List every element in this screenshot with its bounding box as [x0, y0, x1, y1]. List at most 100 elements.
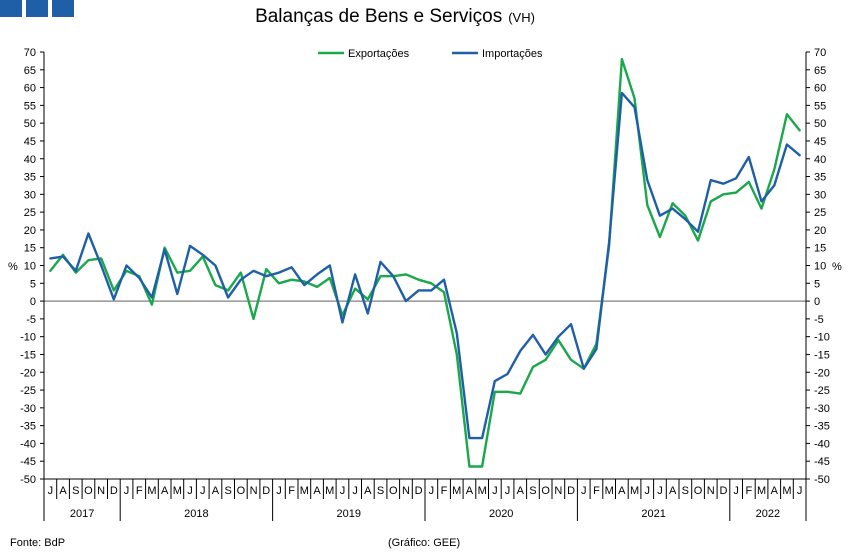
y-tick-label-right: 20: [814, 225, 826, 237]
legend: Exportações Importações: [318, 48, 543, 60]
y-tick-label-right: -30: [814, 403, 830, 415]
x-month-label: A: [618, 485, 626, 497]
x-month-label: J: [187, 485, 193, 497]
x-month-label: S: [682, 485, 689, 497]
x-year-label: 2019: [337, 508, 361, 520]
y-tick-label-right: 40: [814, 154, 826, 166]
legend-label: Exportações: [348, 48, 410, 60]
y-tick-label-right: 5: [814, 278, 820, 290]
x-month-label: J: [645, 485, 651, 497]
y-tick-label-left: -45: [20, 456, 36, 468]
y-axis-left: -50-45-40-35-30-25-20-15-10-505101520253…: [20, 47, 45, 486]
x-month-label: O: [694, 485, 703, 497]
series-layer: [49, 57, 801, 468]
x-month-label: J: [48, 485, 54, 497]
y-tick-label-left: -35: [20, 421, 36, 433]
x-month-label: M: [147, 485, 156, 497]
y-axis-right: -50-45-40-35-30-25-20-15-10-505101520253…: [805, 47, 830, 486]
x-month-label: D: [415, 485, 423, 497]
x-month-label: A: [771, 485, 779, 497]
y-tick-label-left: -10: [20, 332, 36, 344]
y-tick-label-right: 50: [814, 118, 826, 130]
x-month-label: N: [707, 485, 715, 497]
x-month-label: M: [782, 485, 791, 497]
chart-title: Balanças de Bens e Serviços (VH): [255, 6, 535, 27]
y-tick-label-left: 65: [24, 65, 36, 77]
x-month-label: S: [224, 485, 231, 497]
x-month-label: A: [364, 485, 372, 497]
y-tick-label-right: 60: [814, 83, 826, 95]
y-tick-label-left: 40: [24, 154, 36, 166]
series-line-exportacoes: [49, 57, 801, 468]
x-month-label: J: [124, 485, 130, 497]
x-month-label: F: [441, 485, 448, 497]
x-year-label: 2018: [184, 508, 208, 520]
y-tick-label-right: -15: [814, 349, 830, 361]
x-year-label: 2021: [641, 508, 665, 520]
x-month-label: M: [757, 485, 766, 497]
x-month-label: O: [541, 485, 550, 497]
x-month-label: S: [72, 485, 79, 497]
y-tick-label-right: 35: [814, 172, 826, 184]
y-tick-label-left: 20: [24, 225, 36, 237]
x-month-label: D: [110, 485, 118, 497]
x-month-label: N: [97, 485, 105, 497]
x-month-label: A: [59, 485, 67, 497]
y-tick-label-right: 45: [814, 136, 826, 148]
y-tick-label-right: -50: [814, 474, 830, 486]
x-month-label: J: [352, 485, 358, 497]
y-tick-label-left: 60: [24, 83, 36, 95]
y-tick-label-left: 50: [24, 118, 36, 130]
x-month-label: D: [262, 485, 270, 497]
y-tick-label-right: -5: [814, 314, 824, 326]
y-tick-label-left: 70: [24, 47, 36, 59]
x-month-label: A: [161, 485, 169, 497]
y-tick-label-left: 35: [24, 172, 36, 184]
y-tick-label-right: 65: [814, 65, 826, 77]
x-month-label: A: [669, 485, 677, 497]
x-month-label: N: [250, 485, 258, 497]
x-month-label: J: [657, 485, 663, 497]
x-month-label: J: [733, 485, 739, 497]
y-tick-label-left: 45: [24, 136, 36, 148]
y-tick-label-left: 25: [24, 207, 36, 219]
source-note: Fonte: BdP: [10, 537, 65, 549]
y-tick-label-right: 25: [814, 207, 826, 219]
x-month-label: J: [797, 485, 803, 497]
x-month-label: A: [313, 485, 321, 497]
x-year-label: 2022: [756, 508, 780, 520]
y-tick-label-right: 30: [814, 189, 826, 201]
x-month-label: O: [237, 485, 246, 497]
series-line-importacoes: [49, 91, 801, 440]
y-tick-label-left: -15: [20, 349, 36, 361]
y-tick-label-right: 0: [814, 296, 820, 308]
y-tick-label-right: -45: [814, 456, 830, 468]
y-tick-label-left: 5: [30, 278, 36, 290]
x-month-label: N: [554, 485, 562, 497]
y-tick-label-left: 30: [24, 189, 36, 201]
x-month-label: J: [200, 485, 206, 497]
x-month-label: S: [377, 485, 384, 497]
x-month-label: M: [630, 485, 639, 497]
x-month-label: A: [212, 485, 220, 497]
legend-label: Importações: [482, 48, 543, 60]
x-month-label: A: [466, 485, 474, 497]
x-month-label: M: [173, 485, 182, 497]
x-month-label: D: [567, 485, 575, 497]
y-tick-label-right: -35: [814, 421, 830, 433]
y-tick-label-right: -10: [814, 332, 830, 344]
x-month-label: F: [136, 485, 143, 497]
x-month-label: J: [492, 485, 498, 497]
x-month-label: J: [340, 485, 346, 497]
x-month-label: J: [429, 485, 435, 497]
x-month-label: F: [745, 485, 752, 497]
x-month-label: J: [276, 485, 282, 497]
x-month-label: D: [719, 485, 727, 497]
x-month-label: J: [505, 485, 511, 497]
x-month-label: S: [529, 485, 536, 497]
y-axis-label-left: %: [8, 261, 18, 273]
y-tick-label-left: -20: [20, 367, 36, 379]
x-month-label: N: [402, 485, 410, 497]
x-month-label: F: [593, 485, 600, 497]
